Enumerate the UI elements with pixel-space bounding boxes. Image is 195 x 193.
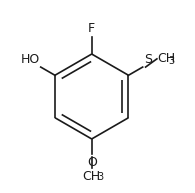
Text: F: F <box>88 22 95 35</box>
Text: 3: 3 <box>97 172 103 182</box>
Text: HO: HO <box>20 53 40 66</box>
Text: O: O <box>87 156 97 168</box>
Text: S: S <box>144 53 152 66</box>
Text: 3: 3 <box>168 56 174 66</box>
Text: CH: CH <box>83 170 101 183</box>
Text: CH: CH <box>158 52 176 65</box>
